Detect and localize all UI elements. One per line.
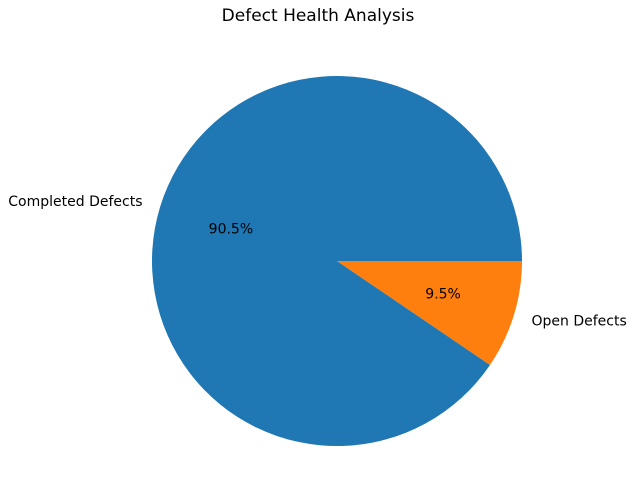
pie-slice-completed-defects bbox=[152, 76, 523, 447]
slice-percent-open-defects: 9.5% bbox=[425, 287, 461, 303]
slice-label-completed-defects: Completed Defects bbox=[8, 194, 142, 210]
slice-label-open-defects: Open Defects bbox=[532, 314, 627, 330]
pie-slice-open-defects bbox=[337, 261, 522, 365]
chart-title: Defect Health Analysis bbox=[221, 6, 415, 26]
slice-percent-completed-defects: 90.5% bbox=[209, 221, 253, 237]
